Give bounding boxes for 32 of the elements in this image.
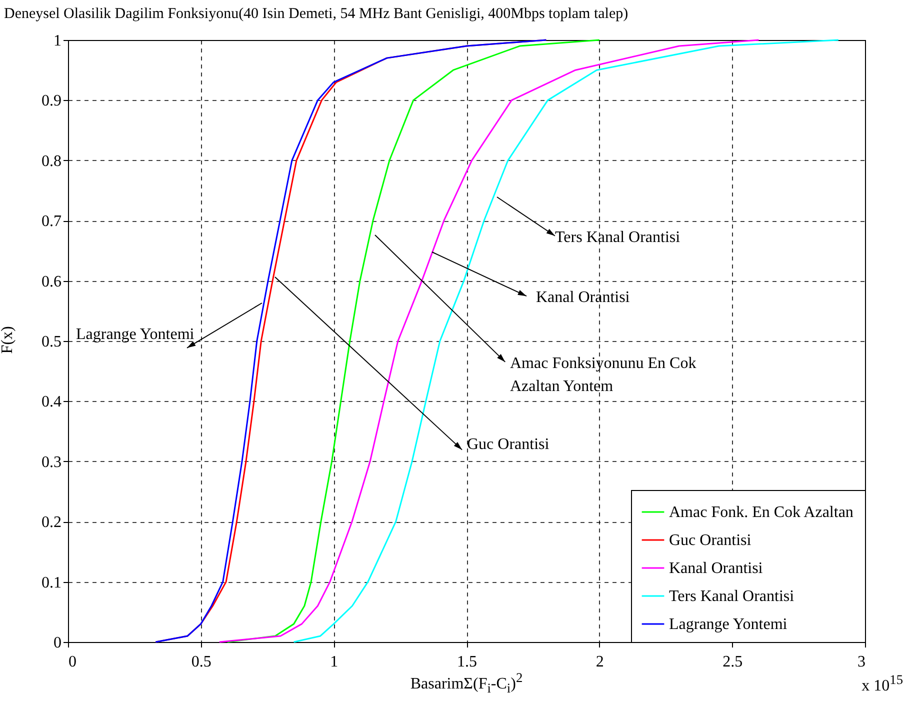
legend-label: Kanal Orantisi [669, 560, 764, 577]
y-tick-label: 0.5 [42, 334, 62, 350]
y-tick-label: 1 [54, 32, 62, 50]
x-tick-label: 1.5 [457, 654, 477, 670]
legend-label: Amac Fonk. En Cok Azaltan [669, 504, 854, 521]
y-tick-label: 0.1 [42, 574, 62, 592]
text: x 10$^{15}$ [862, 672, 903, 696]
annotation: Lagrange Yontemi [76, 325, 194, 345]
x-tick-label: 2.5 [722, 654, 743, 670]
annotation: Amac Fonksiyonunu En Cok Azaltan Yontem [510, 354, 696, 397]
y-tick-label: 0.9 [42, 92, 62, 110]
y-tick-label: 0.4 [42, 394, 62, 411]
annotation: Kanal Orantisi [536, 288, 630, 308]
annotation: Ters Kanal Orantisi [555, 228, 680, 248]
y-tick-label: 0.8 [42, 152, 62, 170]
x-tick-label: 2 [596, 654, 604, 670]
x-tick-label: 0 [68, 654, 76, 670]
x-tick-label: 3 [858, 654, 866, 670]
y-tick-label: 0.7 [42, 213, 62, 230]
y-tick-label: 0.3 [42, 454, 62, 471]
x-axis-title: BasarimΣ(F$_{i}$-C$_{i}$)$^{2}$ [409, 670, 524, 697]
annotation: Guc Orantisi [467, 435, 550, 455]
y-tick-label: 0 [54, 634, 62, 652]
x-tick-label: 1 [330, 654, 338, 670]
y-tick-label: 0.2 [42, 514, 62, 532]
chart-title: Deneysel Olasilik Dagilim Fonksiyonu(40 Isin Demeti, 54 MHz Bant Genisligi, 400Mbps toplam talep) [4, 6, 628, 23]
legend-label: Ters Kanal Orantisi [669, 588, 795, 605]
legend-label: Lagrange Yontemi [669, 616, 788, 633]
x-tick-label: 0.5 [191, 654, 212, 670]
legend-label: Guc Orantisi [669, 532, 752, 549]
y-axis-title: F(x) [0, 326, 17, 354]
y-tick-label: 0.6 [42, 273, 62, 290]
